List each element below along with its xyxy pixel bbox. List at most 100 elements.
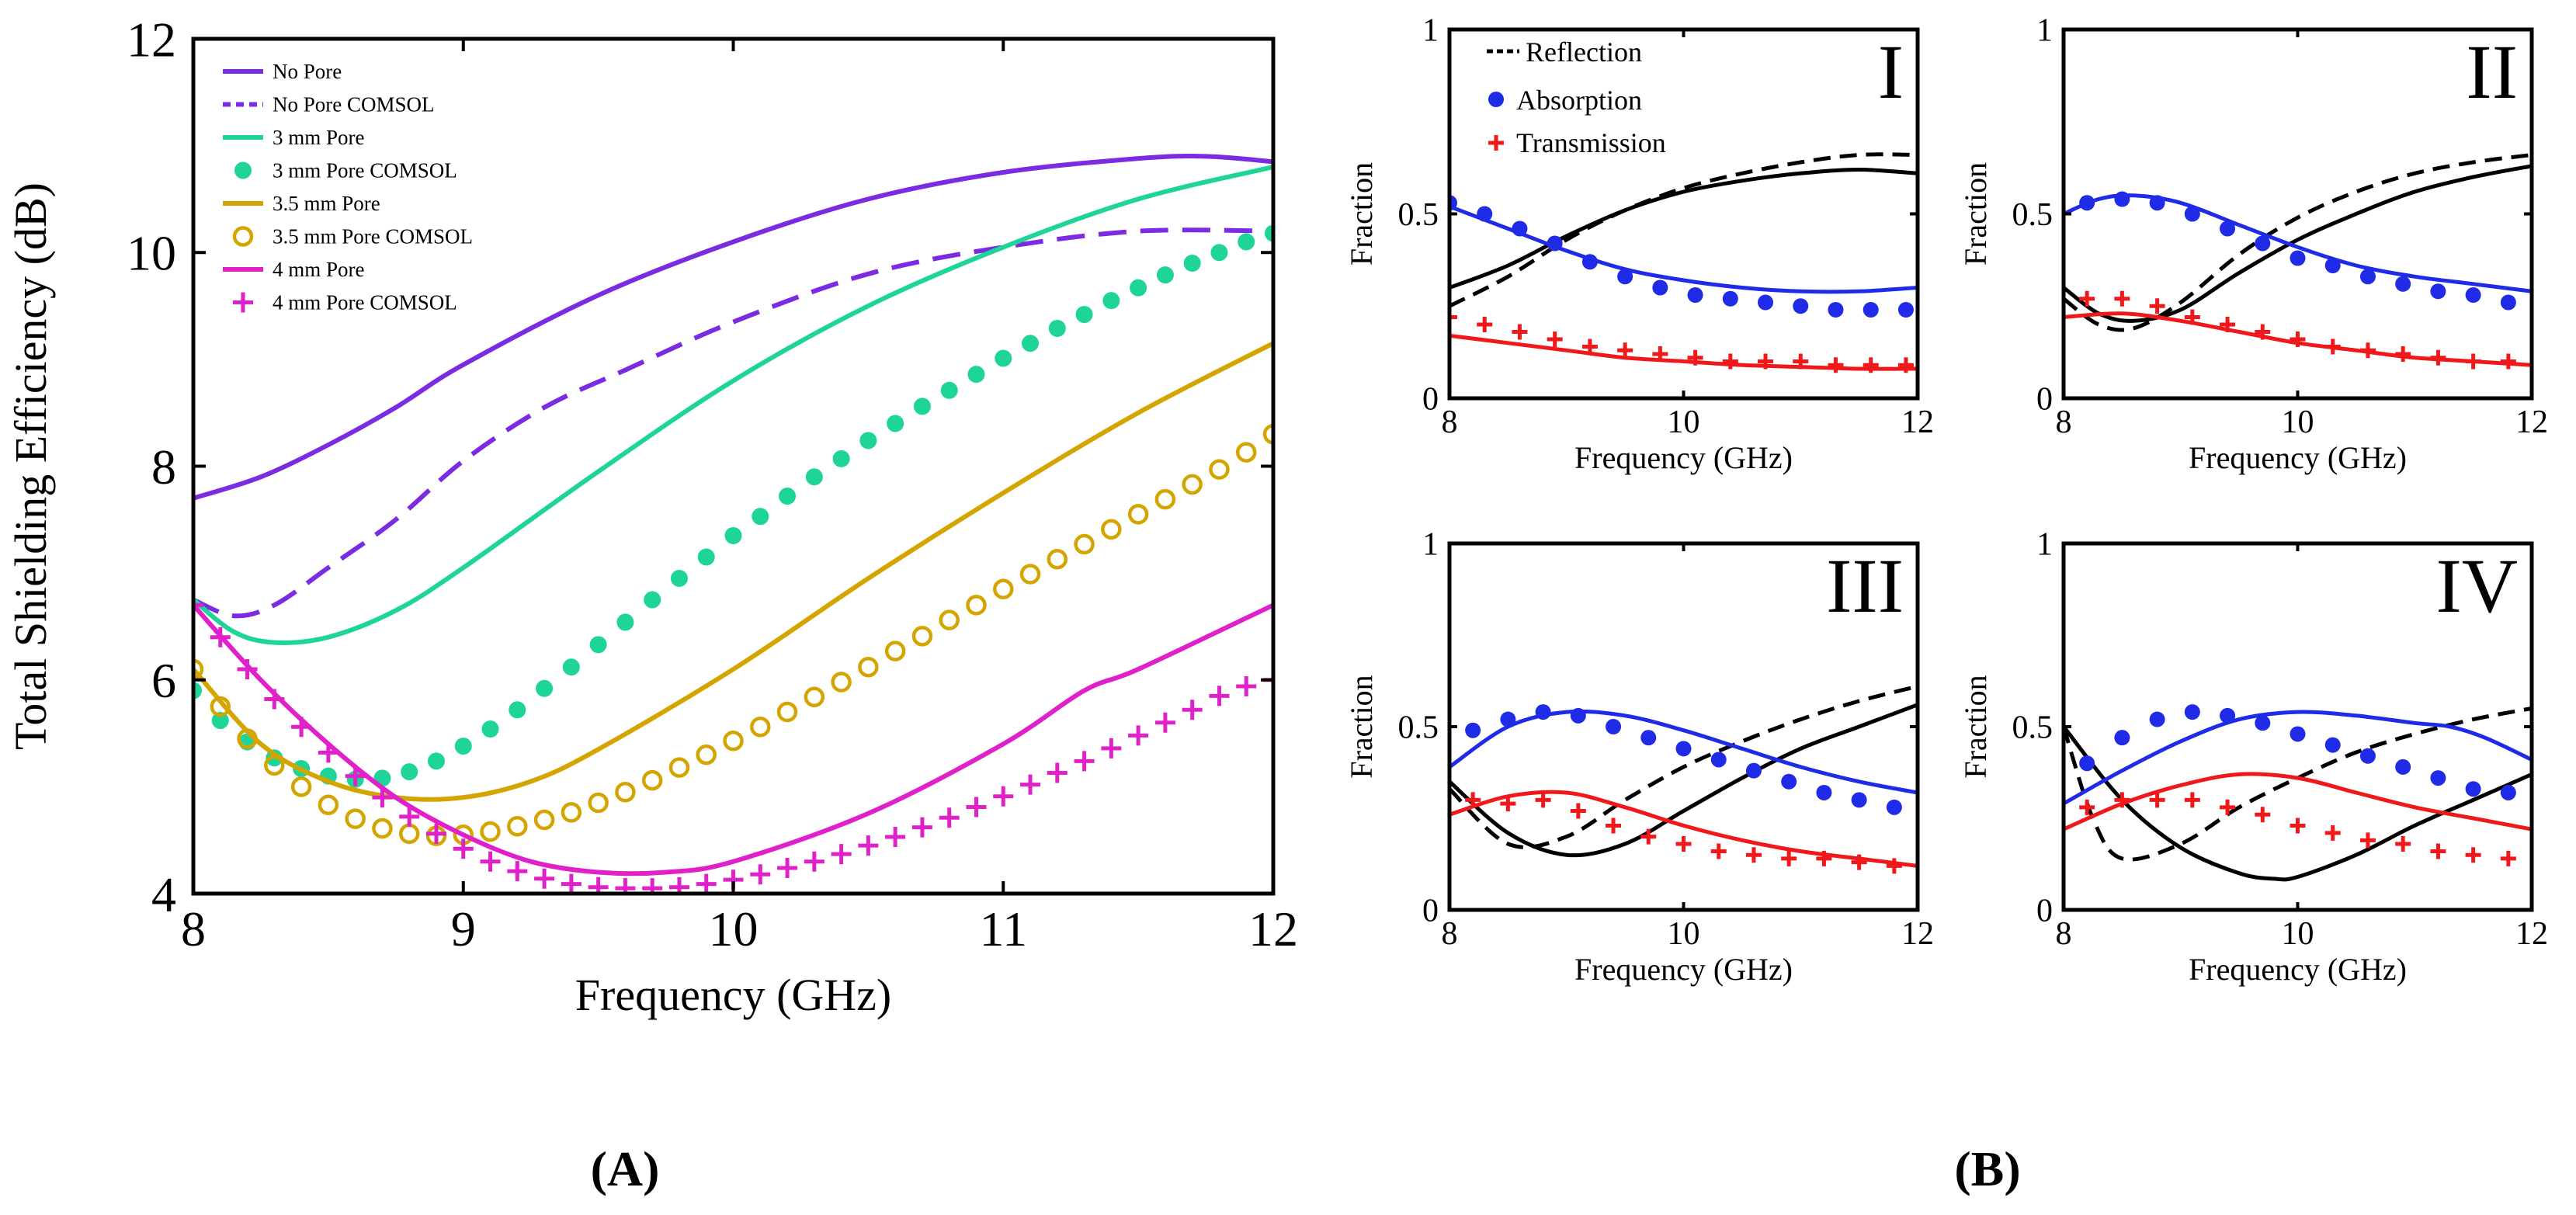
marker-3-mm-pore-comsol-a-18 [670, 570, 688, 588]
marker-absorption-comsol-b-ii-1 [2114, 191, 2130, 207]
series-line-absorption-b-iii [1449, 709, 1918, 795]
marker-3-5-mm-pore-comsol-a-32 [1047, 548, 1068, 570]
marker-absorption-comsol-b-i-3 [1547, 235, 1563, 252]
marker-absorption-comsol-b-i-7 [1687, 287, 1703, 303]
x-tick-label-a-4: 12 [1248, 901, 1298, 956]
marker-transmission-comsol-b-i-10 [1793, 353, 1809, 370]
y-tick-label-b-iii-0: 0 [1422, 894, 1439, 929]
marker-3-mm-pore-comsol-a-13 [536, 679, 554, 697]
marker-4-mm-pore-comsol-a-28 [939, 807, 960, 828]
marker-3-5-mm-pore-comsol-a-27 [911, 626, 933, 647]
series-line-absorption-b-iv [2064, 710, 2532, 806]
x-tick-label-a-2: 10 [709, 901, 759, 956]
marker-4-mm-pore-comsol-a-12 [507, 861, 528, 882]
marker-3-mm-pore-comsol-a-0 [193, 682, 202, 699]
marker-transmission-comsol-b-i-5 [1617, 342, 1633, 359]
series-markers-transmission-comsol-b-ii [2079, 290, 2516, 370]
marker-4-mm-pore-comsol-a-39 [1236, 676, 1257, 697]
subplot-roman-label-b-iv: IV [2435, 543, 2518, 629]
marker-transmission-comsol-b-ii-7 [2324, 338, 2341, 355]
marker-absorption-comsol-b-i-6 [1652, 279, 1668, 296]
marker-absorption-comsol-b-iii-12 [1886, 799, 1902, 815]
marker-3-mm-pore-comsol-a-40 [1265, 224, 1273, 242]
marker-3-5-mm-pore-comsol-a-16 [615, 782, 636, 803]
marker-4-mm-pore-comsol-a-16 [615, 878, 636, 894]
marker-transmission-comsol-b-i-7 [1687, 349, 1703, 366]
x-tick-label-b-iv-0: 8 [2056, 916, 2072, 952]
marker-transmission-comsol-b-i-3 [1547, 332, 1563, 347]
marker-3-5-mm-pore-comsol-a-39 [1235, 442, 1257, 463]
y-axis-label-a: Total Shielding Efficiency (dB) [5, 182, 56, 750]
legend-text-3-5-mm-pore-comsol: 3.5 mm Pore COMSOL [273, 225, 473, 248]
marker-transmission-comsol-b-ii-11 [2465, 353, 2481, 370]
x-tick-label-b-ii-1: 10 [2282, 404, 2314, 440]
marker-4-mm-pore-comsol-a-38 [1209, 686, 1230, 706]
series-group-b-iii [1449, 684, 1918, 874]
panel-label-a-open: ( [591, 1141, 607, 1196]
series-markers-absorption-comsol-b-i [1449, 195, 1914, 318]
marker-4-mm-pore-comsol-a-31 [1020, 774, 1041, 795]
marker-transmission-comsol-b-i-0 [1449, 309, 1457, 325]
marker-absorption-comsol-b-iii-1 [1500, 711, 1516, 727]
series-line-reflection-b-i [1449, 168, 1918, 290]
marker-3-5-mm-pore-comsol-a-5 [318, 794, 339, 816]
marker-3-5-mm-pore-comsol-a-19 [696, 744, 717, 765]
marker-3-mm-pore-comsol-a-17 [644, 591, 661, 609]
series-markers-3-mm-pore-comsol-a [193, 224, 1273, 788]
panel-label-b-close: ) [2004, 1141, 2020, 1196]
marker-absorption-comsol-b-iv-0 [2079, 755, 2095, 772]
y-tick-label-a-2: 8 [151, 439, 176, 495]
legend-text-3-mm-pore-comsol: 3 mm Pore COMSOL [273, 159, 457, 182]
panel-label-a-letter: A [607, 1141, 643, 1196]
marker-transmission-comsol-b-i-2 [1512, 324, 1528, 340]
marker-3-mm-pore-comsol-a-9 [427, 752, 445, 770]
marker-3-mm-pore-comsol-a-31 [1022, 335, 1040, 352]
marker-4-mm-pore-comsol-a-0 [193, 595, 203, 616]
series-markers-absorption-comsol-b-iv [2079, 704, 2516, 800]
x-axis-label-b-i: Frequency (GHz) [1574, 440, 1793, 475]
marker-transmission-comsol-b-iv-1 [2114, 792, 2130, 808]
marker-3-mm-pore-comsol-a-37 [1183, 255, 1201, 273]
series-markers-transmission-comsol-b-iii [1465, 792, 1902, 874]
legend-text-reflection: Reflection [1526, 36, 1642, 68]
marker-4-mm-pore-comsol-a-29 [966, 797, 987, 818]
y-axis-label-b-iii: Fraction [1344, 675, 1379, 778]
marker-absorption-comsol-b-iv-10 [2430, 770, 2446, 786]
legend-text-no-pore: No Pore [273, 60, 342, 83]
series-line-transmission-b-iii [1449, 790, 1918, 868]
marker-transmission-comsol-b-ii-10 [2430, 349, 2446, 366]
marker-absorption-comsol-b-iv-4 [2220, 707, 2236, 724]
series-markers-transmission-comsol-b-iv [2079, 792, 2516, 866]
marker-3-5-mm-pore-comsol-a-29 [966, 595, 987, 616]
marker-3-mm-pore-comsol-a-35 [1130, 279, 1147, 297]
marker-4-mm-pore-comsol-a-19 [696, 873, 717, 894]
marker-4-mm-pore-comsol-a-25 [858, 835, 879, 856]
marker-4-mm-pore-comsol-a-4 [291, 717, 312, 738]
marker-3-mm-pore-comsol-a-36 [1156, 266, 1174, 284]
x-tick-label-a-0: 8 [181, 901, 206, 956]
marker-absorption-comsol-b-ii-0 [2079, 195, 2095, 211]
marker-4-mm-pore-comsol-a-35 [1128, 725, 1149, 746]
y-tick-label-b-ii-1: 0.5 [2012, 197, 2054, 233]
series-line-absorption-b-i [1449, 204, 1918, 294]
marker-absorption-comsol-b-iv-2 [2149, 711, 2165, 727]
legend-swatch-3-5-mm-pore-comsol [232, 226, 254, 247]
marker-3-mm-pore-comsol-a-32 [1048, 319, 1066, 337]
marker-3-mm-pore-comsol-a-28 [940, 381, 958, 399]
marker-absorption-comsol-b-iii-4 [1606, 719, 1622, 734]
y-axis-label-b-ii: Fraction [1958, 162, 1993, 266]
marker-3-mm-pore-comsol-a-15 [589, 636, 607, 654]
marker-3-mm-pore-comsol-a-22 [779, 488, 797, 505]
marker-3-5-mm-pore-comsol-a-3 [264, 755, 285, 776]
marker-transmission-comsol-b-i-9 [1758, 353, 1774, 370]
marker-transmission-comsol-b-iii-4 [1606, 818, 1622, 834]
marker-3-5-mm-pore-comsol-a-21 [750, 717, 771, 738]
marker-absorption-comsol-b-i-11 [1828, 302, 1844, 318]
marker-transmission-comsol-b-ii-6 [2290, 332, 2306, 347]
x-tick-label-b-iii-0: 8 [1442, 916, 1458, 952]
marker-transmission-comsol-b-ii-4 [2220, 317, 2236, 332]
marker-transmission-comsol-b-iii-8 [1745, 847, 1762, 863]
plot-background-b-i [1449, 30, 1918, 398]
marker-3-5-mm-pore-comsol-a-17 [641, 769, 663, 791]
marker-4-mm-pore-comsol-a-15 [588, 877, 609, 894]
